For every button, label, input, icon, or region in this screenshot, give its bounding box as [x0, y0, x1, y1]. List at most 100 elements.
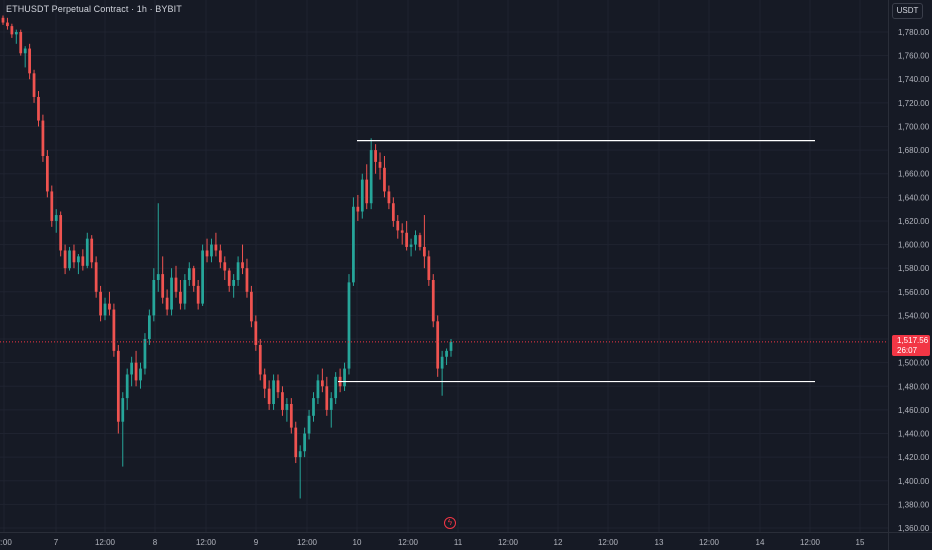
candle-body	[431, 280, 435, 322]
candle-body	[356, 206, 360, 212]
candle-body	[214, 244, 218, 251]
candle-body	[148, 315, 151, 340]
y-tick-label: 1,460.00	[898, 406, 930, 415]
candle-body	[59, 215, 63, 251]
candle-body	[378, 161, 382, 168]
candle-body	[45, 156, 49, 192]
candle-body	[116, 350, 120, 422]
chart-title: ETHUSDT Perpetual Contract · 1h · BYBIT	[6, 4, 182, 14]
candle-body	[19, 32, 23, 54]
candle-body	[112, 309, 116, 351]
y-tick-label: 1,540.00	[898, 311, 930, 320]
y-tick-label: 1,440.00	[898, 430, 930, 439]
candle-body	[396, 220, 400, 231]
candle-body	[143, 339, 147, 369]
candle-body	[250, 291, 253, 322]
candle-body	[449, 341, 453, 351]
candle-body	[325, 386, 329, 410]
candle-body	[41, 120, 45, 156]
candle-body	[103, 303, 107, 316]
y-tick-label: 1,660.00	[898, 170, 930, 179]
candle-body	[99, 291, 102, 316]
candle-body	[90, 238, 94, 263]
candle-body	[360, 179, 364, 212]
candle-body	[85, 238, 89, 266]
x-tick-label: 14	[756, 538, 765, 547]
candle-body	[68, 250, 71, 269]
candle-body	[241, 262, 244, 269]
candle-body	[445, 350, 448, 357]
candle-body	[272, 380, 275, 404]
x-tick-label: 15	[856, 538, 865, 547]
candle-body	[134, 362, 138, 381]
candle-body	[14, 32, 18, 35]
candle-body	[298, 451, 302, 458]
candle-body	[179, 291, 182, 304]
candle-body	[258, 344, 262, 375]
candle-body	[10, 26, 14, 35]
flash-icon[interactable]: ϟ	[444, 517, 456, 529]
candle-body	[400, 230, 404, 233]
candle-body	[32, 73, 36, 97]
candle-body	[72, 250, 76, 263]
candle-body	[183, 280, 187, 304]
candle-body	[440, 356, 444, 369]
candle-body	[201, 250, 204, 304]
candle-body	[63, 250, 67, 269]
x-tick-label: 9	[254, 538, 259, 547]
candle-body	[210, 244, 213, 257]
candle-body	[391, 203, 395, 221]
candle-body	[347, 282, 351, 369]
bar-countdown: 26:07	[897, 345, 918, 355]
candle-body	[223, 262, 227, 271]
candle-body	[254, 321, 258, 345]
y-tick-label: 1,560.00	[898, 288, 930, 297]
currency-button[interactable]: USDT	[892, 3, 923, 19]
candle-body	[418, 235, 422, 247]
candle-body	[156, 274, 160, 280]
y-tick-label: 1,480.00	[898, 382, 930, 391]
candle-body	[196, 285, 200, 304]
candle-body	[289, 404, 293, 428]
candle-body	[329, 398, 333, 410]
candle-body	[28, 48, 31, 74]
candle-body	[125, 374, 129, 399]
candle-body	[307, 415, 311, 434]
candle-body	[267, 388, 271, 404]
candle-body	[77, 256, 80, 263]
x-tick-label: 12	[554, 538, 563, 547]
candle-body	[276, 380, 280, 393]
candle-body	[281, 392, 284, 410]
x-tick-label: 12:00	[196, 538, 217, 547]
candle-body	[232, 280, 236, 286]
candle-body	[343, 368, 346, 387]
x-tick-label: 12:00	[398, 538, 419, 547]
x-tick-label: 12:00	[800, 538, 821, 547]
candle-body	[37, 96, 40, 121]
candle-body	[423, 246, 426, 257]
x-tick-label: 10	[353, 538, 362, 547]
candle-body	[245, 268, 249, 292]
candle-body	[436, 321, 440, 369]
candle-body	[320, 380, 324, 387]
candle-body	[374, 150, 377, 162]
candle-body	[6, 22, 9, 27]
candle-body	[285, 404, 289, 410]
candle-body	[161, 274, 165, 298]
candle-body	[263, 374, 267, 389]
candle-body	[1, 17, 5, 23]
candle-body	[54, 215, 58, 221]
y-tick-label: 1,740.00	[898, 75, 930, 84]
candle-body	[139, 368, 142, 381]
candle-body	[312, 398, 315, 416]
candle-body	[365, 179, 369, 204]
x-tick-label: 13	[655, 538, 664, 547]
candle-body	[236, 262, 240, 280]
candle-body	[227, 270, 231, 286]
candle-body	[152, 280, 156, 316]
x-tick-label: 7	[54, 538, 59, 547]
y-tick-label: 1,640.00	[898, 193, 930, 202]
x-tick-label: 12:00	[699, 538, 720, 547]
last-price-tag: 1,517.56 26:07	[892, 335, 930, 356]
